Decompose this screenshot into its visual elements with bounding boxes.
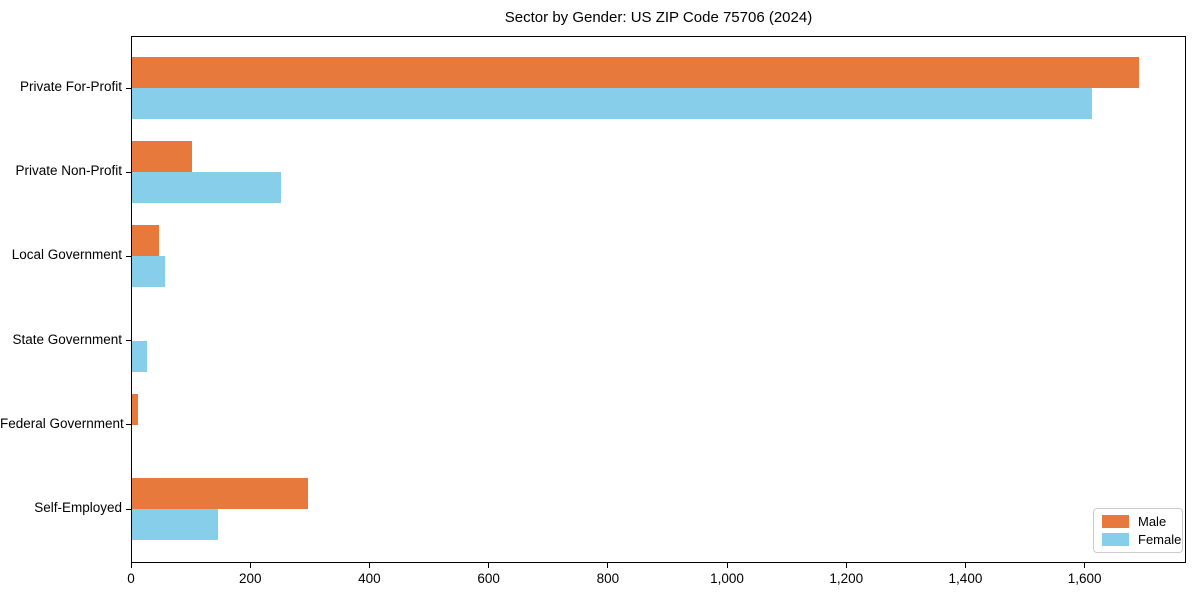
x-tick-mark	[249, 563, 251, 568]
legend-label-male: Male	[1138, 514, 1167, 529]
legend-swatch-female	[1102, 533, 1129, 546]
y-tick-label: State Government	[12, 331, 122, 347]
x-tick-label: 600	[477, 571, 500, 586]
bar-male	[132, 141, 192, 173]
x-tick-mark	[1084, 563, 1086, 568]
bar-male	[132, 393, 138, 425]
x-tick-mark	[964, 563, 966, 568]
x-tick-mark	[130, 563, 132, 568]
bar-male	[132, 478, 308, 509]
y-tick-mark	[126, 87, 131, 89]
x-tick-mark	[607, 563, 609, 568]
x-tick-label: 200	[238, 571, 262, 586]
bar-male	[132, 225, 159, 257]
bar-female	[132, 88, 1092, 119]
y-tick-label: Private Non-Profit	[15, 163, 122, 179]
legend-swatch-male	[1102, 515, 1129, 528]
y-tick-mark	[126, 424, 131, 426]
y-tick-mark	[126, 255, 131, 257]
x-tick-label: 1,200	[829, 571, 864, 586]
y-tick-mark	[126, 171, 131, 173]
legend-item-male: Male	[1102, 515, 1174, 528]
x-tick-label: 1,000	[710, 571, 744, 586]
y-tick-label: Local Government	[11, 247, 122, 263]
x-tick-mark	[726, 563, 728, 568]
x-tick-mark	[488, 563, 490, 568]
x-tick-label: 1,600	[1067, 571, 1102, 586]
chart-title: Sector by Gender: US ZIP Code 75706 (202…	[504, 9, 813, 26]
bar-male	[132, 57, 1140, 88]
x-tick-label: 400	[358, 571, 381, 586]
y-tick-label: Federal Government	[0, 415, 124, 431]
bar-female	[132, 256, 165, 288]
bar-female	[132, 172, 281, 204]
bar-female	[132, 509, 219, 540]
x-tick-label: 800	[596, 571, 620, 586]
x-tick-label: 1,400	[948, 571, 983, 586]
legend: Male Female	[1093, 508, 1183, 553]
x-tick-mark	[845, 563, 847, 568]
y-tick-mark	[126, 508, 131, 510]
legend-item-female: Female	[1102, 533, 1181, 546]
y-tick-label: Self-Employed	[34, 500, 122, 515]
y-tick-mark	[126, 340, 131, 342]
x-tick-label: 0	[127, 571, 135, 586]
x-tick-mark	[368, 563, 370, 568]
legend-label-female: Female	[1138, 532, 1182, 547]
bar-female	[132, 340, 147, 372]
y-tick-label: Private For-Profit	[19, 79, 122, 94]
